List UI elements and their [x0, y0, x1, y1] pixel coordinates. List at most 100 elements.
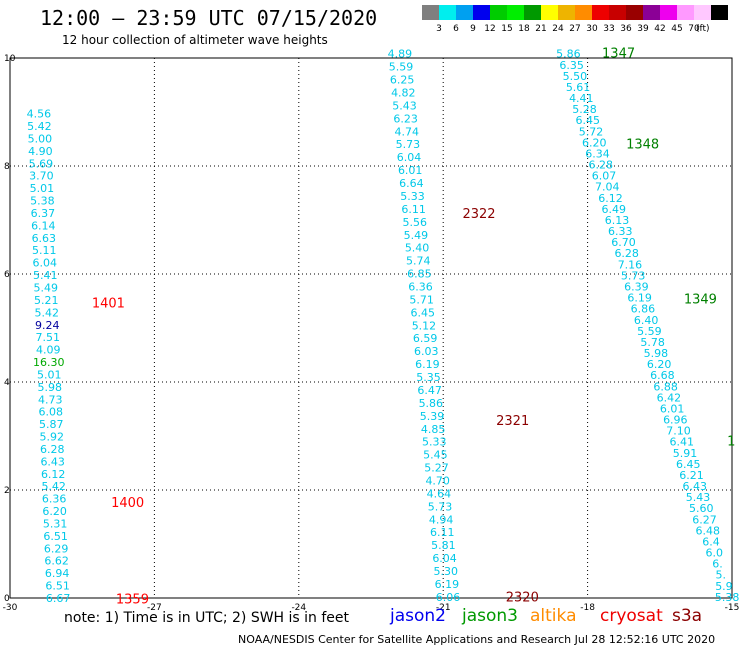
wave-height-value: 5.71 [409, 293, 434, 306]
wave-height-value: 5.60 [689, 502, 714, 515]
plot-border [9, 57, 733, 599]
x-tick-label: -18 [580, 603, 595, 613]
wave-height-value: 4.70 [425, 475, 450, 488]
colorbar-swatch [456, 5, 473, 20]
wave-height-value: 6.19 [435, 578, 460, 591]
wave-height-value: 5.72 [579, 125, 604, 138]
wave-height-value: 6.49 [601, 203, 626, 216]
wave-height-value: 6.04 [432, 552, 457, 565]
wave-height-value: 5.81 [431, 539, 456, 552]
x-tick-label: -15 [725, 603, 740, 613]
pass-time-label: 1400 [111, 496, 144, 511]
wave-height-value: 6.28 [40, 443, 65, 456]
colorbar-swatch [694, 5, 711, 20]
wave-height-value: 6.12 [598, 192, 623, 205]
colorbar-swatch [439, 5, 456, 20]
wave-height-value: 4.73 [38, 393, 63, 406]
wave-height-value: 4.90 [28, 145, 53, 158]
wave-height-value: 6.20 [42, 505, 67, 518]
color-scale-bar: 3 6 9 12 15 18 21 24 27 30 33 36 39 42 45 70(ft) [422, 5, 728, 34]
colorbar-label: 6 [453, 24, 459, 34]
colorbar-label: 42 [654, 24, 665, 34]
wave-height-value: 5.92 [39, 431, 64, 444]
satellite-cryosat: cryosat [600, 606, 663, 626]
wave-height-value: 5.49 [34, 282, 59, 295]
wave-height-value: 5.49 [404, 229, 429, 242]
wave-height-value: 6.12 [41, 468, 66, 481]
axis-tick-labels: -30 -27 -24 -21 -18 -15 0 2 4 6 8 10 [3, 54, 740, 613]
wave-height-value: 6.39 [624, 280, 649, 293]
wave-height-value: 6.4 [702, 535, 720, 548]
pass-time-label: 1348 [626, 137, 659, 152]
wave-height-value: 5.59 [637, 325, 662, 338]
wave-height-value: 6.68 [650, 369, 675, 382]
wave-height-value: 6.96 [663, 414, 688, 427]
wave-height-value: 9.24 [35, 319, 60, 332]
colorbar-unit: (ft) [696, 24, 710, 34]
wave-height-value: 4.64 [427, 487, 452, 500]
wave-height-value: 5.41 [33, 269, 58, 282]
wave-height-value: 4.41 [569, 92, 594, 105]
y-tick-label: 4 [4, 378, 10, 388]
wave-height-value: 5.87 [39, 418, 64, 431]
colorbar-swatch [558, 5, 575, 20]
wave-height-value: 6.41 [670, 436, 695, 449]
wave-height-value: 6.28 [614, 247, 639, 260]
wave-height-value: 5.91 [673, 447, 698, 460]
wave-height-value: 5.98 [37, 381, 62, 394]
wave-height-value: 5.38 [30, 195, 55, 208]
colorbar-swatch [592, 5, 609, 20]
pass-time-label: 2320 [506, 590, 539, 605]
wave-height-value: 6.20 [582, 136, 607, 149]
wave-height-value: 5.30 [433, 565, 458, 578]
y-tick-label: 6 [4, 270, 10, 280]
colorbar-swatch [626, 5, 643, 20]
y-tick-label: 2 [4, 486, 10, 496]
colorbar-swatch [524, 5, 541, 20]
wave-height-value: 6.21 [679, 469, 704, 482]
wave-height-value: 5.73 [621, 269, 646, 282]
page-title: 12:00 – 23:59 UTC 07/15/2020 [40, 6, 378, 30]
wave-height-value: 6.63 [32, 232, 57, 245]
colorbar-swatch [677, 5, 694, 20]
wave-height-value: 5.43 [686, 491, 711, 504]
wave-height-value: 7.16 [618, 258, 643, 271]
wave-height-value: 5.40 [405, 242, 430, 255]
wave-height-value: 6.20 [647, 358, 672, 371]
wave-height-value: 5.9 [715, 580, 733, 593]
colorbar-label: 70 [688, 24, 700, 34]
x-tick-label: -21 [436, 603, 451, 613]
wave-height-value: 5.38 [715, 591, 740, 604]
wave-height-value: 5.59 [389, 61, 414, 74]
colorbar-label: 21 [535, 24, 546, 34]
satellite-altika: altika [530, 606, 577, 626]
wave-height-value: 6.45 [576, 114, 601, 127]
wave-height-value: 5.12 [412, 319, 437, 332]
colorbar-label: 27 [569, 24, 580, 34]
colorbar-swatch [609, 5, 626, 20]
x-tick-label: -30 [3, 603, 18, 613]
colorbar-label: 39 [637, 24, 649, 34]
colorbar-swatch [507, 5, 524, 20]
pass-time-label: 2321 [496, 414, 529, 429]
wave-height-value: 6.04 [397, 151, 422, 164]
wave-height-value: 5.11 [32, 244, 57, 257]
wave-height-value: 6.13 [605, 214, 630, 227]
wave-height-value: 4.56 [27, 108, 52, 121]
colorbar-label: 3 [436, 24, 442, 34]
wave-height-value: 5.98 [644, 347, 669, 360]
wave-height-value: 6.07 [592, 170, 617, 183]
y-tick-label: 8 [4, 162, 10, 172]
wave-height-value: 6.64 [399, 177, 424, 190]
wave-height-value: 6.51 [45, 580, 70, 593]
wave-height-value: 6.45 [411, 306, 436, 319]
y-tick-label: 10 [4, 54, 16, 64]
colorbar-label: 18 [518, 24, 530, 34]
wave-height-value: 5.42 [27, 120, 52, 133]
wave-height-value: 6.42 [657, 391, 682, 404]
wave-height-value: 5.73 [428, 500, 453, 513]
wave-height-value: 5.73 [396, 138, 421, 151]
colorbar-label: 45 [671, 24, 682, 34]
wave-height-value: 6.33 [608, 225, 633, 238]
